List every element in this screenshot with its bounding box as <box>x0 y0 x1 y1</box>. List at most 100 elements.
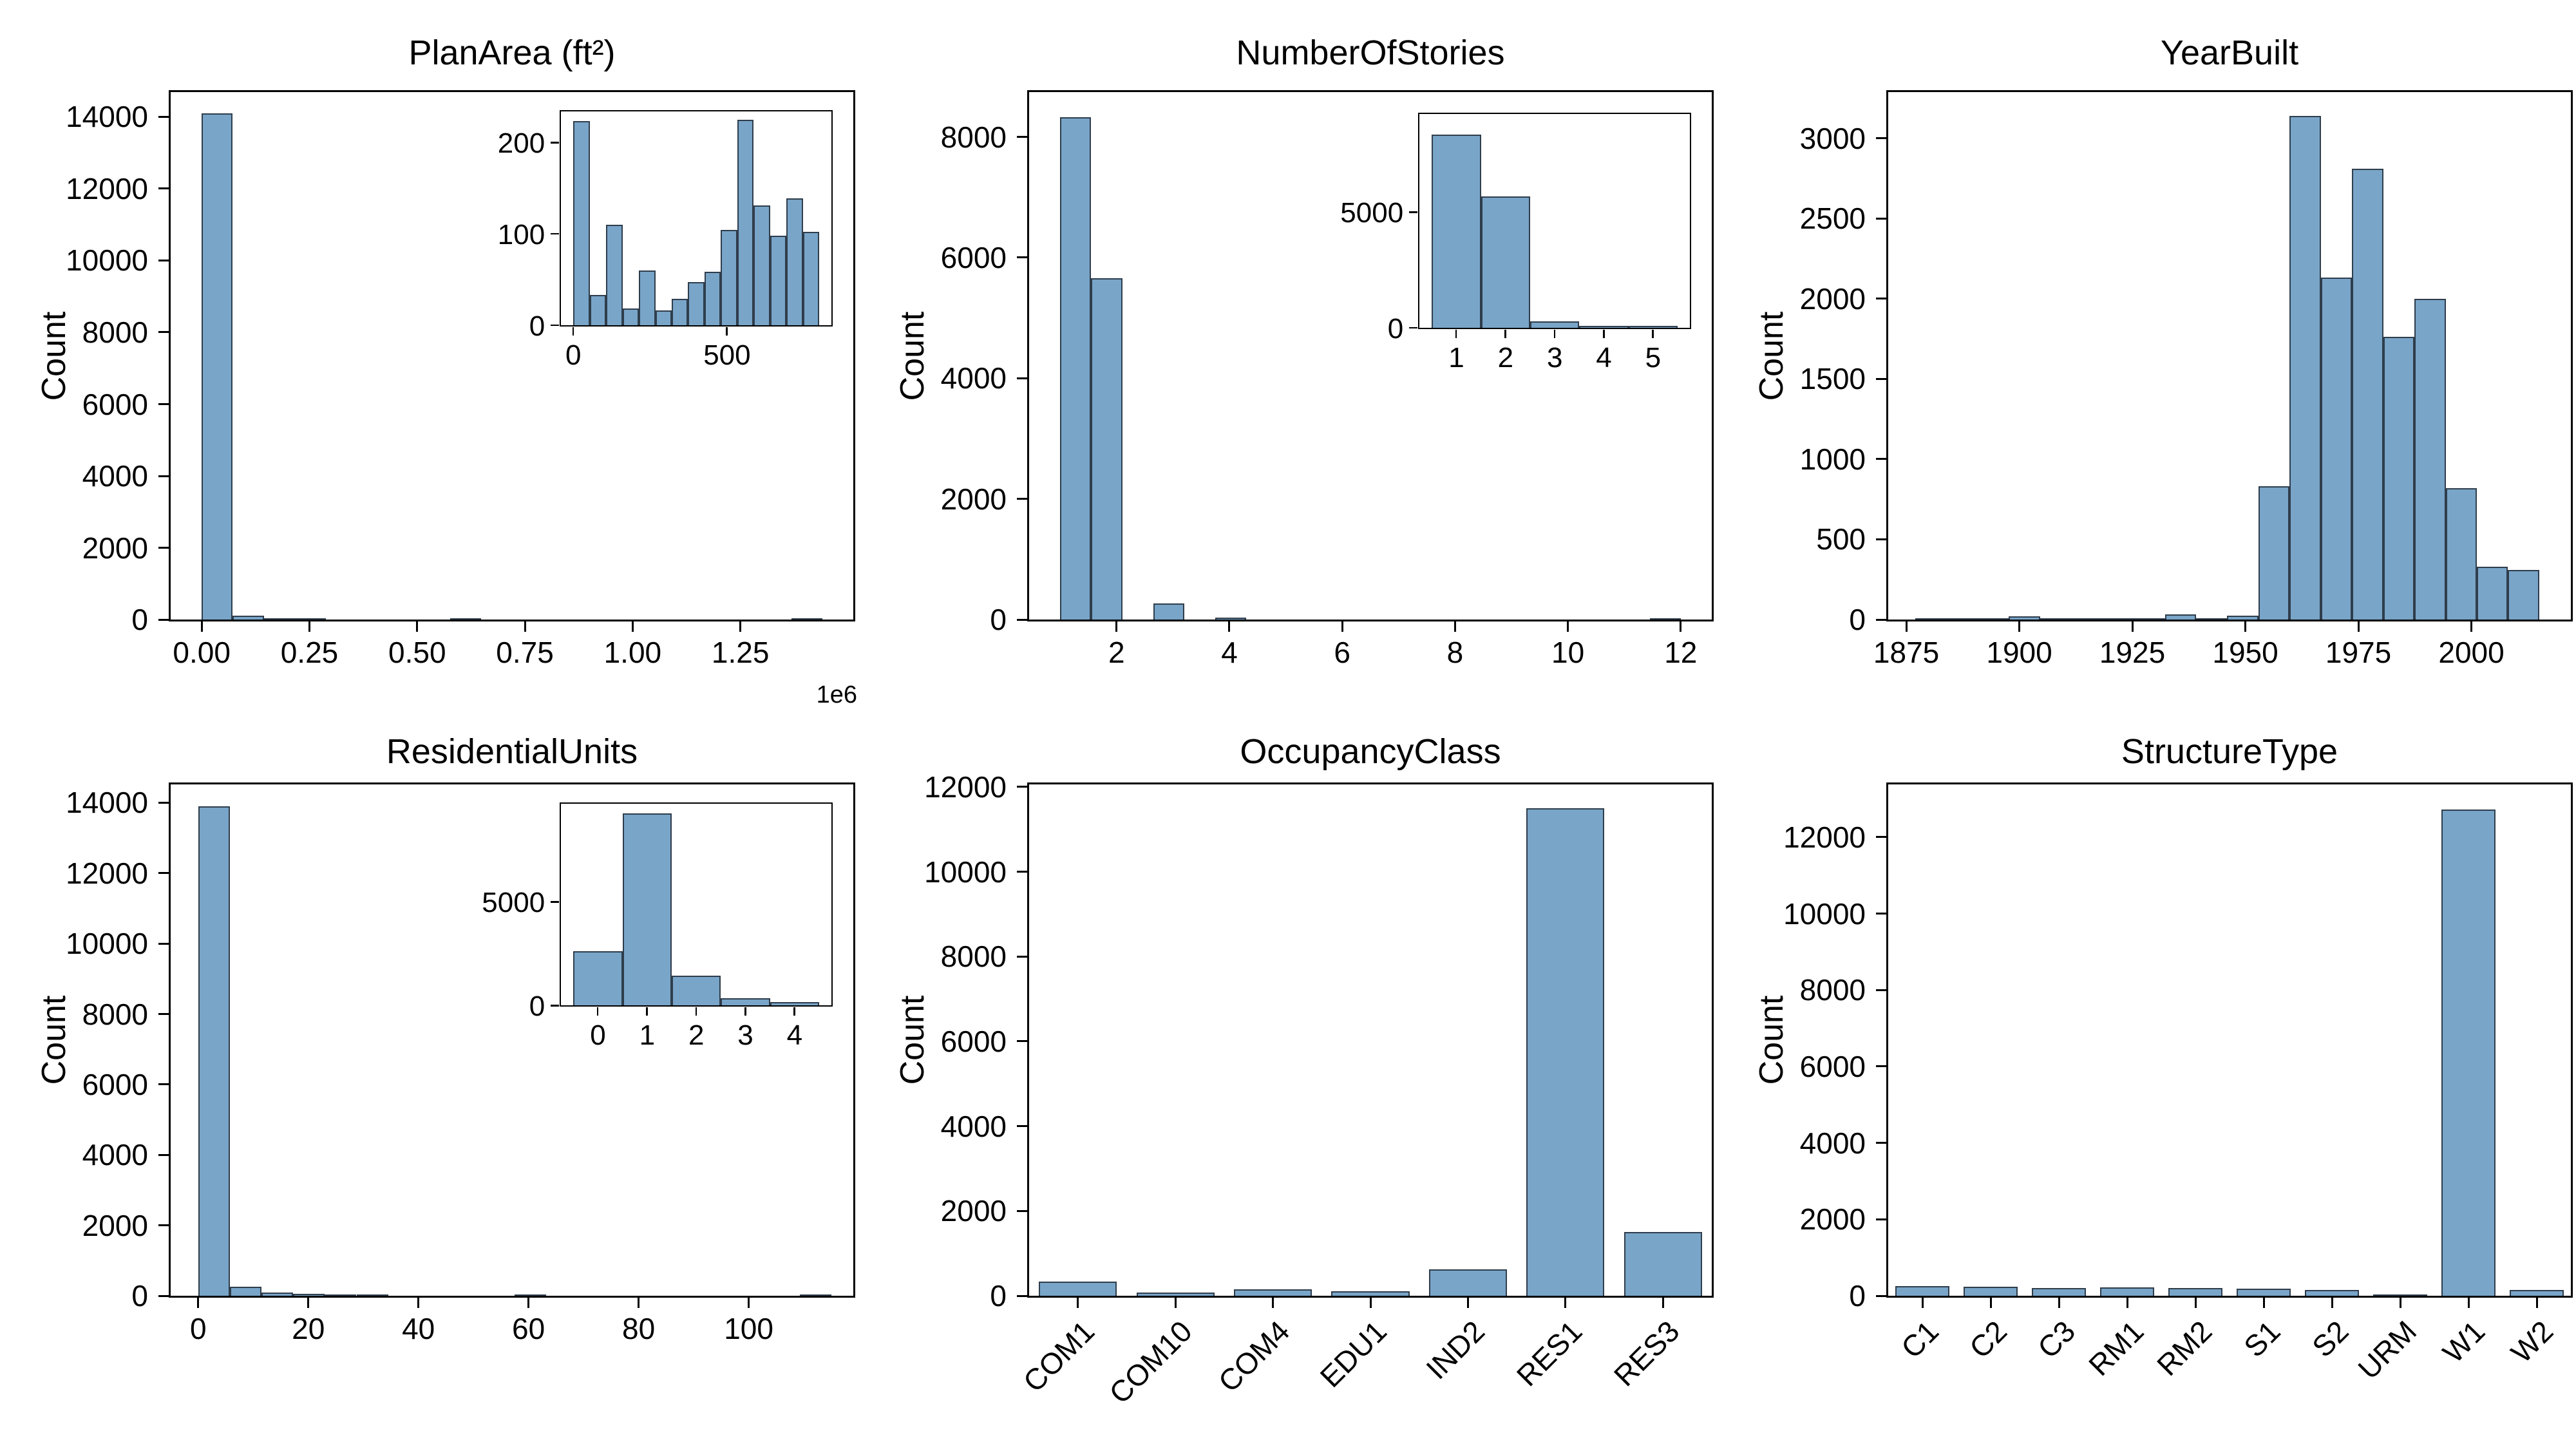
y-tick-label: 10000 <box>924 855 1007 889</box>
histogram-bar <box>737 119 754 325</box>
x-tick-mark <box>197 1298 200 1308</box>
bar-RES1 <box>1526 808 1605 1296</box>
y-tick-mark <box>158 547 169 549</box>
y-tick-label: 3000 <box>1799 121 1866 155</box>
histogram-bar <box>2134 618 2165 620</box>
panel-planarea: PlanArea (ft²) Count 0 2000 4000 6000 8000 1000… <box>0 0 858 716</box>
y-tick-mark <box>1017 1040 1027 1043</box>
x-tick-mark <box>748 1298 750 1308</box>
y-tick-label: 200 <box>497 128 545 160</box>
category-label: S1 <box>2237 1314 2287 1364</box>
x-tick-label: 0 <box>565 339 582 371</box>
x-tick-label: 10 <box>1551 636 1585 669</box>
category-label: C2 <box>1962 1314 2014 1365</box>
y-tick-mark <box>158 1153 169 1156</box>
x-tick-mark <box>1564 1298 1567 1308</box>
panel-title: OccupancyClass <box>1240 732 1501 771</box>
x-tick-mark <box>1504 329 1506 338</box>
y-tick-label: 6000 <box>82 1067 148 1101</box>
histogram-bar <box>1579 326 1629 328</box>
y-tick-mark <box>1876 458 1886 460</box>
x-tick-mark <box>2470 621 2473 632</box>
y-tick-label: 6000 <box>940 1024 1007 1058</box>
category-label: URM <box>2351 1314 2423 1386</box>
histogram-bar <box>2040 618 2072 620</box>
y-tick-mark <box>551 142 560 144</box>
histogram-bar <box>261 1293 294 1296</box>
histogram-bar <box>688 282 705 325</box>
category-label: W2 <box>2504 1314 2560 1370</box>
bar-IND2 <box>1428 1269 1507 1296</box>
category-label: C3 <box>2031 1314 2082 1365</box>
histogram-bar <box>515 1294 547 1296</box>
x-tick-label: 40 <box>402 1312 435 1345</box>
y-tick-mark <box>158 187 169 190</box>
y-tick-label: 2000 <box>940 482 1007 516</box>
x-tick-mark <box>2331 1298 2333 1308</box>
category-label: RES3 <box>1607 1314 1686 1393</box>
x-tick-label: 0.50 <box>388 636 446 669</box>
y-tick-mark <box>1876 217 1886 220</box>
y-tick-label: 12000 <box>66 856 148 890</box>
x-tick-label: 0.25 <box>280 636 339 669</box>
histogram-bar <box>1153 603 1184 620</box>
x-tick-mark <box>1077 1298 1079 1308</box>
y-tick-label: 2000 <box>82 531 148 565</box>
plot-area: 0 2000 4000 6000 8000 10000 12000 14000 0 20 40 60 8… <box>66 782 855 1345</box>
x-tick-mark <box>1454 621 1456 632</box>
y-tick-mark <box>551 901 560 903</box>
panel-yearbuilt: YearBuilt Count 0 500 1000 1500 2000 2500 3000 18… <box>1718 0 2576 716</box>
histogram-bar <box>294 618 326 620</box>
y-tick-mark <box>1409 211 1418 213</box>
x-tick-mark <box>1369 1298 1372 1308</box>
x-tick-label: 4 <box>1596 341 1612 374</box>
y-tick-mark <box>1876 1065 1886 1068</box>
histogram-bar <box>721 230 737 325</box>
y-tick-mark <box>158 1294 169 1297</box>
category-label: COM1 <box>1016 1314 1101 1399</box>
histogram-bar <box>2289 115 2321 620</box>
y-tick-mark <box>1876 1218 1886 1220</box>
bar-C3 <box>2031 1287 2087 1296</box>
y-tick-mark <box>551 1005 560 1007</box>
bar-COM10 <box>1136 1293 1215 1296</box>
histogram-bar <box>2102 618 2134 620</box>
histogram-bar <box>2009 616 2040 620</box>
y-tick-mark <box>1876 913 1886 915</box>
y-tick-mark <box>1017 136 1027 138</box>
panel-title: PlanArea (ft²) <box>408 33 616 72</box>
bar-RES3 <box>1624 1232 1702 1296</box>
x-tick-mark <box>1174 1298 1177 1308</box>
x-tick-mark <box>572 327 574 336</box>
x-tick-label: 2 <box>1497 341 1514 374</box>
x-tick-mark <box>1341 621 1343 632</box>
bar-COM4 <box>1234 1289 1312 1296</box>
x-tick-label: 0.75 <box>496 636 554 669</box>
histogram-bar <box>1915 618 1947 620</box>
y-tick-label: 12000 <box>924 770 1007 804</box>
histogram-bar <box>1649 618 1681 620</box>
panel-occupancy: OccupancyClass Count 0 2000 4000 6000 8000 1000… <box>858 716 1717 1431</box>
plot-area: 0 500 1000 1500 2000 2500 3000 1875 1900 1925 1950… <box>1800 90 2573 668</box>
y-tick-label: 10000 <box>66 927 148 961</box>
histogram-bar <box>450 618 481 620</box>
y-tick-label: 0 <box>131 1279 148 1313</box>
bar-W1 <box>2441 810 2496 1296</box>
histogram-bar <box>263 618 295 620</box>
y-tick-mark <box>1876 1142 1886 1144</box>
panel-title: NumberOfStories <box>1236 33 1505 72</box>
y-tick-label: 2000 <box>1799 1202 1866 1237</box>
histogram-bar <box>802 232 820 325</box>
x-tick-label: 1 <box>1448 341 1464 374</box>
y-tick-label: 1000 <box>1799 442 1866 476</box>
y-tick-mark <box>158 259 169 261</box>
x-tick-mark <box>638 1298 640 1308</box>
bar-C1 <box>1895 1285 1950 1296</box>
y-tick-label: 12000 <box>66 171 148 205</box>
y-tick-label: 0 <box>529 310 545 342</box>
x-tick-mark <box>793 1007 795 1016</box>
x-tick-mark <box>2058 1298 2060 1308</box>
x-tick-mark <box>2018 621 2021 632</box>
y-tick-label: 10000 <box>1783 896 1866 931</box>
x-tick-mark <box>2535 1298 2538 1308</box>
